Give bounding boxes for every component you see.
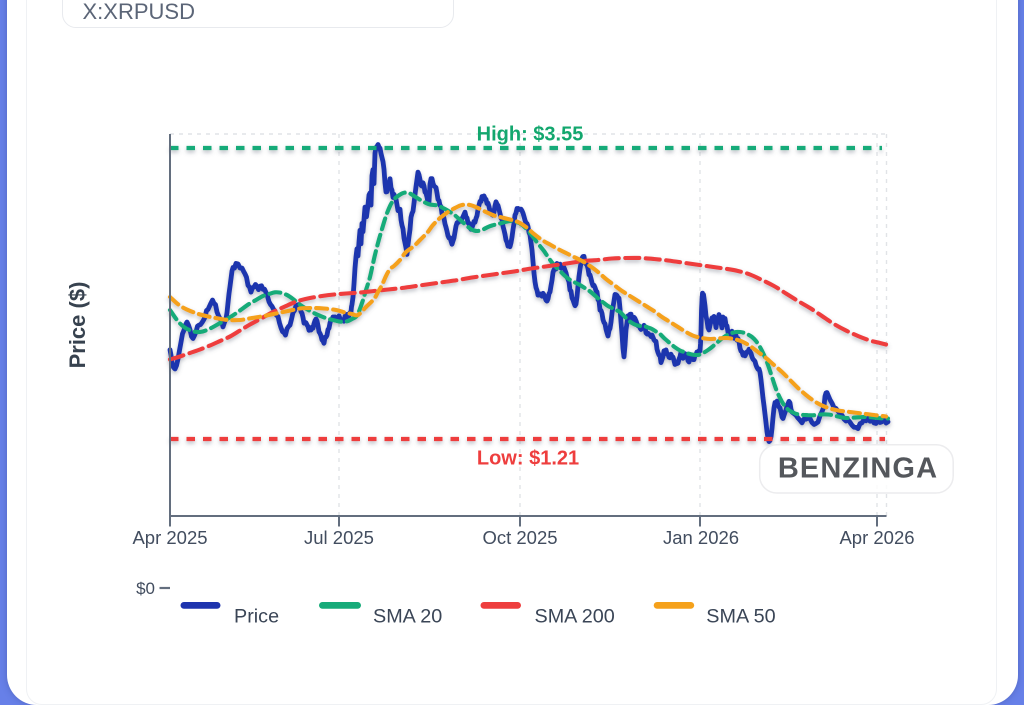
svg-text:High: $3.55: High: $3.55 (477, 124, 584, 146)
svg-text:SMA 200: SMA 200 (535, 606, 615, 628)
svg-text:Jul 2025: Jul 2025 (304, 527, 374, 548)
svg-text:Apr 2026: Apr 2026 (839, 527, 914, 548)
svg-text:Price: Price (234, 606, 279, 628)
svg-text:SMA 50: SMA 50 (706, 606, 775, 628)
svg-text:Jan 2026: Jan 2026 (663, 527, 739, 548)
svg-text:Apr 2025: Apr 2025 (132, 527, 207, 548)
svg-text:Low: $1.21: Low: $1.21 (477, 448, 579, 470)
svg-text:Price ($): Price ($) (65, 282, 90, 369)
svg-text:SMA 20: SMA 20 (373, 606, 442, 628)
svg-text:BENZINGA: BENZINGA (778, 453, 938, 485)
svg-text:Oct 2025: Oct 2025 (482, 527, 557, 548)
svg-text:$0: $0 (136, 579, 155, 598)
